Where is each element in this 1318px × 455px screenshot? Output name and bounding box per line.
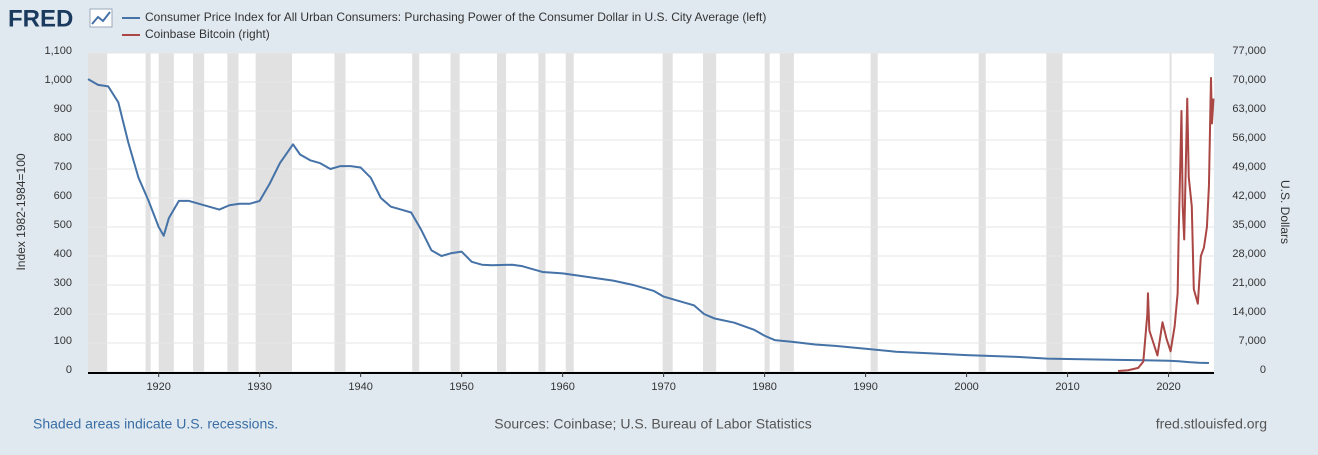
y-tick-label: 0 [66,364,72,376]
x-tick-label: 2010 [1055,381,1079,393]
y2-tick-label: 49,000 [1232,161,1266,173]
y-tick-label: 1,100 [44,45,72,57]
x-tick-label: 2000 [954,381,978,393]
recession-band [412,53,420,372]
recession-band [978,53,986,372]
y-tick-label: 500 [54,219,72,231]
y-tick-label: 1,000 [44,74,72,86]
y-tick-label: 300 [54,277,72,289]
series-line [1117,76,1215,372]
recession-band [1046,53,1063,372]
recession-band [193,53,205,372]
y2-tick-label: 0 [1260,364,1266,376]
lines [87,76,1215,372]
recession-band [145,53,151,372]
recession-band [538,53,546,372]
y-tick-label: 700 [54,161,72,173]
series-line [87,78,1209,365]
recession-band [565,53,574,372]
footer-sources: Sources: Coinbase; U.S. Bureau of Labor … [494,416,812,432]
y2-tick-label: 56,000 [1232,132,1266,144]
y2-tick-label: 70,000 [1232,74,1266,86]
recession-band [227,53,239,372]
footer-note: Shaded areas indicate U.S. recessions. [33,416,278,432]
x-tick-label: 1990 [853,381,877,393]
logo: FRED [8,5,73,32]
recession-band [255,53,292,372]
recession-band [703,53,717,372]
recession-band [779,53,794,372]
y-axis-label: Index 1982-1984=100 [14,153,28,270]
x-tick-label: 1930 [247,381,271,393]
x-tick-label: 1920 [146,381,170,393]
y2-tick-label: 21,000 [1232,277,1266,289]
recession-band [870,53,878,372]
recession-band [158,53,174,372]
y2-tick-label: 35,000 [1232,219,1266,231]
y-tick-label: 900 [54,103,72,115]
recession-band [764,53,770,372]
legend-label: Consumer Price Index for All Urban Consu… [145,10,766,24]
recessions [88,53,1172,372]
recession-band [496,53,507,372]
y-tick-label: 800 [54,132,72,144]
x-tick-label: 1980 [752,381,776,393]
y2-tick-label: 7,000 [1238,335,1266,347]
footer-url[interactable]: fred.stlouisfed.org [1156,416,1267,432]
x-tick-label: 1960 [550,381,574,393]
x-tick-label: 1950 [449,381,473,393]
y2-tick-label: 63,000 [1232,103,1266,115]
x-tick-label: 2020 [1156,381,1180,393]
recession-band [88,53,108,372]
recession-band [662,53,673,372]
y-tick-label: 200 [54,306,72,318]
y-tick-label: 100 [54,335,72,347]
y2-tick-label: 28,000 [1232,248,1266,260]
y-tick-label: 400 [54,248,72,260]
y2-tick-label: 77,000 [1232,45,1266,57]
y2-tick-label: 42,000 [1232,190,1266,202]
recession-band [1169,53,1172,372]
recession-band [334,53,346,372]
legend-label: Coinbase Bitcoin (right) [145,27,270,41]
y2-tick-label: 14,000 [1232,306,1266,318]
x-tick-label: 1970 [651,381,675,393]
y-tick-label: 600 [54,190,72,202]
x-tick-label: 1940 [348,381,372,393]
y2-axis-label: U.S. Dollars [1278,180,1292,244]
recession-band [450,53,460,372]
logo-icon [89,8,113,28]
